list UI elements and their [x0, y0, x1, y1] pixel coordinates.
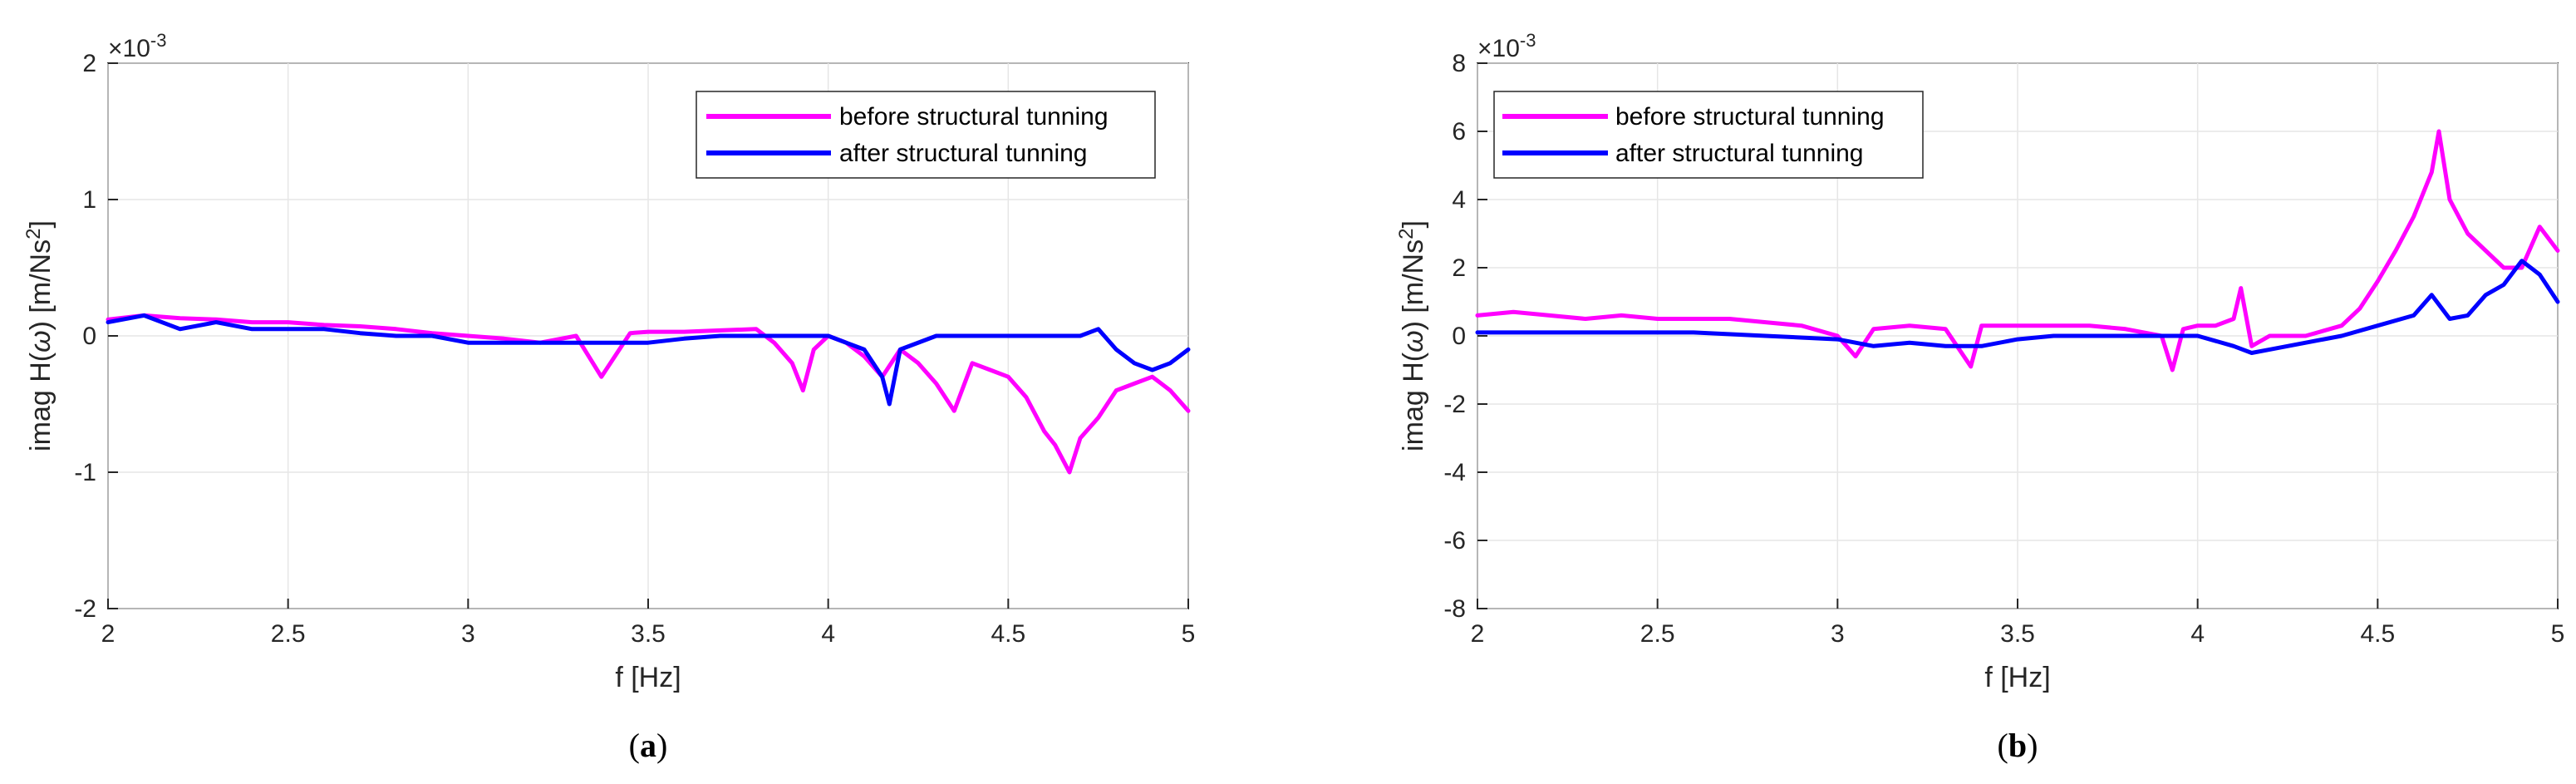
- series-line-b-before: [1475, 129, 2560, 372]
- series-line-a-after: [106, 313, 1191, 407]
- exponent-power-b: -3: [1520, 30, 1536, 51]
- exponent-label-a: ×10-3: [108, 30, 166, 62]
- y-tick-label-b-2: -4: [1443, 459, 1466, 486]
- legend-a: before structural tunning after structur…: [696, 91, 1156, 179]
- y-axis-label-b-main: imag H(: [1398, 352, 1429, 451]
- y-tick-label-b-7: 6: [1452, 118, 1466, 145]
- y-axis-label-b-units: ) [m/Ns: [1398, 239, 1429, 331]
- y-tick-label-b-3: -2: [1443, 391, 1466, 418]
- y-axis-label-a-main: imag H(: [25, 352, 57, 451]
- series-b: [1475, 129, 2560, 372]
- y-tick-label-b-6: 4: [1452, 186, 1466, 214]
- series-a: [106, 313, 1191, 475]
- series-line-b-after: [1475, 259, 2560, 355]
- caption-a: (a): [629, 727, 668, 764]
- legend-label-b-after: after structural tunning: [1615, 140, 1864, 167]
- y-tick-label-b-5: 2: [1452, 254, 1466, 282]
- y-tick-label-a-1: -1: [74, 459, 96, 486]
- y-tick-label-a-4: 2: [82, 50, 96, 77]
- x-axis-label-b: f [Hz]: [1984, 662, 2050, 693]
- y-axis-label-b: imag H(ω) [m/Ns2]: [1395, 220, 1429, 451]
- legend-label-a-before: before structural tunning: [839, 103, 1109, 131]
- y-axis-label-a-close: ]: [25, 220, 57, 228]
- legend-b: before structural tunning after structur…: [1493, 91, 1924, 179]
- x-tick-label-a-1: 2.5: [271, 620, 306, 648]
- x-axis-label-a: f [Hz]: [615, 662, 681, 693]
- legend-box-a: [696, 91, 1156, 179]
- subplot-a: 2 2.5 3 3.5 4 4.5 5 -2 -1 0 1 2 ×10-3 f [Hz] imag H…: [22, 30, 1195, 764]
- x-tick-label-b-3: 3.5: [2000, 620, 2035, 648]
- y-axis-label-a-sup: 2: [22, 229, 45, 239]
- x-tick-label-a-5: 4.5: [991, 620, 1025, 648]
- x-tick-label-b-2: 3: [1831, 620, 1845, 648]
- y-axis-label-b-sup: 2: [1395, 229, 1418, 239]
- y-axis-label-a-units: ) [m/Ns: [25, 239, 57, 331]
- x-tick-label-a-3: 3.5: [631, 620, 666, 648]
- y-tick-label-a-3: 1: [82, 186, 96, 214]
- exponent-base-a: ×10: [108, 35, 150, 62]
- y-axis-label-b-close: ]: [1398, 220, 1429, 228]
- x-tick-label-a-6: 5: [1182, 620, 1196, 648]
- caption-b: (b): [1998, 727, 2038, 764]
- ticks-b: 2 2.5 3 3.5 4 4.5 5 -8 -6 -4 -2 0 2 4 6 8: [1443, 50, 2564, 648]
- y-tick-label-a-2: 0: [82, 323, 96, 350]
- x-tick-label-b-1: 2.5: [1640, 620, 1675, 648]
- x-tick-label-b-4: 4: [2190, 620, 2205, 648]
- y-axis-label-a-omega: ω: [25, 330, 57, 352]
- exponent-base-b: ×10: [1477, 35, 1520, 62]
- x-tick-label-a-0: 2: [101, 620, 116, 648]
- caption-a-letter: a: [640, 727, 656, 764]
- legend-label-b-before: before structural tunning: [1615, 103, 1885, 131]
- x-tick-label-b-5: 4.5: [2360, 620, 2395, 648]
- y-axis-label-a: imag H(ω) [m/Ns2]: [22, 220, 57, 451]
- caption-b-letter: b: [2008, 727, 2027, 764]
- y-tick-label-a-0: -2: [74, 595, 96, 623]
- y-tick-label-b-0: -8: [1443, 595, 1466, 623]
- x-tick-label-a-4: 4: [821, 620, 835, 648]
- x-tick-label-b-6: 5: [2551, 620, 2565, 648]
- ticks-a: 2 2.5 3 3.5 4 4.5 5 -2 -1 0 1 2: [74, 50, 1195, 648]
- y-tick-label-b-4: 0: [1452, 323, 1466, 350]
- y-tick-label-b-8: 8: [1452, 50, 1466, 77]
- legend-label-a-after: after structural tunning: [839, 140, 1088, 167]
- exponent-label-b: ×10-3: [1477, 30, 1536, 62]
- exponent-power-a: -3: [150, 30, 167, 51]
- x-tick-label-a-2: 3: [461, 620, 475, 648]
- y-tick-label-b-1: -6: [1443, 527, 1466, 555]
- y-axis-label-b-omega: ω: [1398, 330, 1429, 352]
- legend-box-b: [1493, 91, 1924, 179]
- series-line-a-before: [106, 313, 1191, 475]
- x-tick-label-b-0: 2: [1471, 620, 1485, 648]
